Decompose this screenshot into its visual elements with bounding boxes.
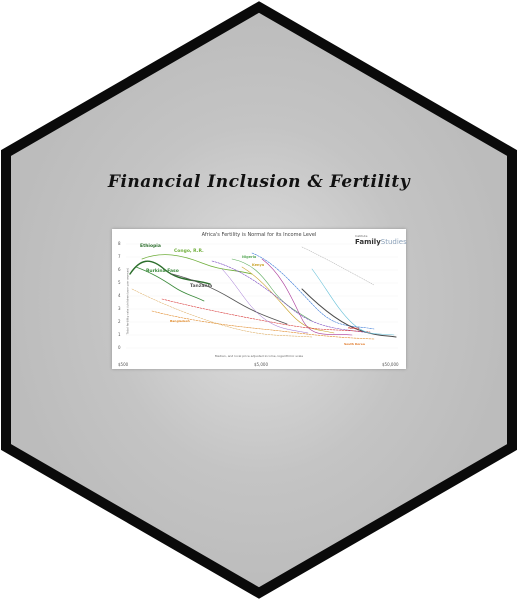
country-curve xyxy=(131,288,313,338)
gridlines xyxy=(126,243,398,349)
y-tick-label: 7 xyxy=(118,254,121,259)
country-curve xyxy=(311,268,395,336)
y-tick-label: 0 xyxy=(118,345,121,350)
label-congo: Congo, R.R. xyxy=(174,249,204,254)
country-curve xyxy=(151,310,375,340)
y-tick-label: 5 xyxy=(118,280,121,285)
label-ethiopia: Ethiopia xyxy=(140,244,161,249)
label-burkina: Burkina Faso xyxy=(146,269,179,274)
chart-image: Africa's Fertility is Normal for its Inc… xyxy=(112,229,407,369)
brand-bold: Family xyxy=(355,238,381,246)
y-tick-label: 8 xyxy=(118,241,121,246)
country-curve xyxy=(221,268,309,334)
x-tick-label: $5,000 xyxy=(254,362,268,367)
country-curve xyxy=(251,252,375,330)
y-tick-label: 6 xyxy=(118,267,121,272)
country-curve xyxy=(261,258,353,336)
country-curve xyxy=(231,258,313,322)
brand-institute: Institute xyxy=(355,234,368,238)
brand-logo: FamilyStudies xyxy=(355,238,407,246)
label-tanzania: Tanzania xyxy=(190,284,213,289)
country-curve xyxy=(241,266,335,334)
country-curve xyxy=(301,288,397,338)
label-south-korea: South Korea xyxy=(344,342,365,346)
country-curve xyxy=(141,254,253,275)
label-bangladesh: Bangladesh xyxy=(170,319,190,323)
y-tick-label: 4 xyxy=(118,293,121,298)
y-tick-label: 1 xyxy=(118,332,121,337)
country-curves xyxy=(129,246,397,340)
y-tick-label: 3 xyxy=(118,306,121,311)
country-curve xyxy=(211,260,371,334)
label-kenya: Kenya xyxy=(252,263,265,267)
x-axis-label: Median, and local price adjusted income,… xyxy=(214,354,304,358)
country-curve xyxy=(135,266,205,302)
x-tick-label: $50,000 xyxy=(382,362,399,367)
y-tick-label: 2 xyxy=(118,319,121,324)
x-tick-label: $500 xyxy=(118,362,129,367)
country-curve xyxy=(171,273,288,325)
chart-plot xyxy=(126,243,398,349)
y-axis-label: Total fertility rate (children born per … xyxy=(125,267,130,335)
label-nigeria: Nigeria xyxy=(242,255,257,259)
label-turkey: Turkey xyxy=(348,326,360,330)
brand-light: Studies xyxy=(380,238,407,246)
chart-title: Africa's Fertility is Normal for its Inc… xyxy=(201,232,317,238)
page-title: Financial Inclusion & Fertility xyxy=(107,172,411,192)
country-curve xyxy=(161,298,371,333)
country-curve xyxy=(301,246,375,286)
